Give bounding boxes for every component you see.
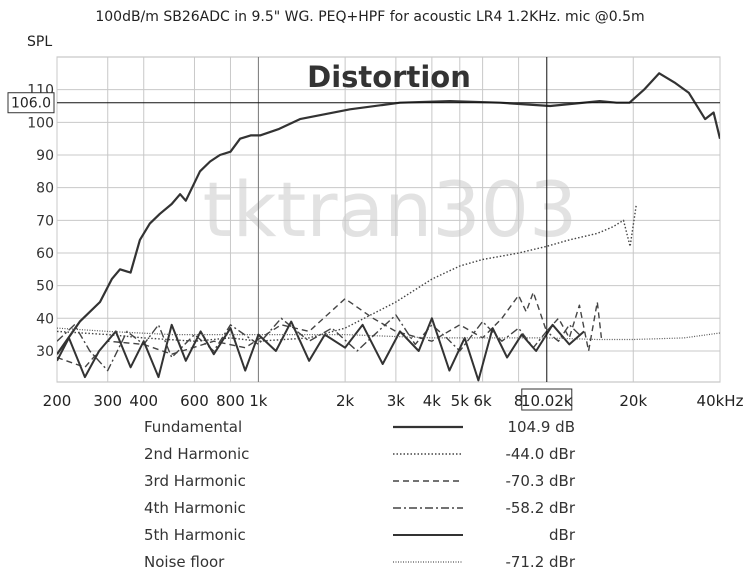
series-line <box>57 327 720 341</box>
x-tick-label: 200 <box>43 392 72 410</box>
x-tick-label: 4k <box>423 392 442 410</box>
y-tick-label: 70 <box>36 213 54 229</box>
x-tick-label: 20k <box>619 392 647 410</box>
legend-readout: -44.0 dBr <box>505 445 575 463</box>
y-tick-label: 40 <box>36 311 54 327</box>
y-tick-label: 30 <box>36 344 54 360</box>
chart-title: 100dB/m SB26ADC in 9.5" WG. PEQ+HPF for … <box>95 9 644 25</box>
series-line <box>57 291 603 368</box>
y-tick-label: 100 <box>27 115 54 131</box>
legend-label: 2nd Harmonic <box>144 445 249 463</box>
x-tick-label: 800 <box>216 392 245 410</box>
legend-label: 4th Harmonic <box>144 499 246 517</box>
y-tick-label: 90 <box>36 148 54 164</box>
x-tick-label: 1k <box>249 392 268 410</box>
y-axis-label: SPL <box>27 34 52 50</box>
cursor-box <box>7 92 55 114</box>
x-tick-label: 600 <box>180 392 209 410</box>
watermark: tktran303 <box>203 165 578 254</box>
legend-readout: -71.2 dBr <box>505 553 575 571</box>
legend-readout: dBr <box>549 526 576 544</box>
x-tick-label: 300 <box>93 392 122 410</box>
legend-label: Fundamental <box>144 418 242 436</box>
x-tick-label: 5k <box>451 392 470 410</box>
cursor-label: 10.02k <box>521 392 573 410</box>
annotation: Distortion <box>307 60 471 94</box>
legend-label: 5th Harmonic <box>144 526 246 544</box>
cursor-box <box>521 388 573 411</box>
x-tick-label: 8 <box>514 392 524 410</box>
legend-readout: 104.9 dB <box>507 418 575 436</box>
x-tick-label: 3k <box>387 392 406 410</box>
x-tick-label: 40kHz <box>697 392 744 410</box>
cursor-label: 106.0 <box>11 96 51 112</box>
series-line <box>57 72 720 355</box>
x-tick-label: 2k <box>336 392 355 410</box>
plot-area <box>56 56 721 383</box>
legend-label: Noise floor <box>144 553 225 571</box>
y-tick-label: 80 <box>36 181 54 197</box>
series-line <box>57 203 638 342</box>
y-tick-label: 60 <box>36 246 54 262</box>
legend-label: 3rd Harmonic <box>144 472 246 490</box>
x-tick-label: 6k <box>473 392 492 410</box>
legend-readout: -70.3 dBr <box>505 472 575 490</box>
legend-readout: -58.2 dBr <box>505 499 575 517</box>
y-tick-label: 50 <box>36 279 54 295</box>
x-tick-label: 400 <box>129 392 158 410</box>
